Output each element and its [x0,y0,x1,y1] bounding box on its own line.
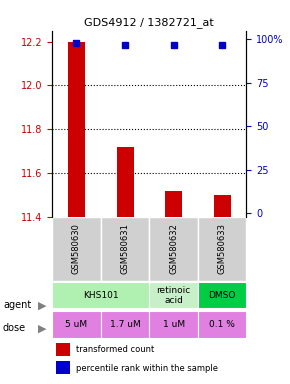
Text: GSM580632: GSM580632 [169,223,178,274]
Bar [56,361,70,374]
FancyBboxPatch shape [198,282,246,308]
Text: 0.1 %: 0.1 % [209,320,235,329]
FancyBboxPatch shape [198,217,246,281]
FancyBboxPatch shape [101,217,149,281]
Text: GSM580630: GSM580630 [72,223,81,274]
Text: 1.7 uM: 1.7 uM [110,320,140,329]
Bar [68,42,85,217]
Text: ▶: ▶ [38,300,46,310]
Bar [214,195,231,217]
FancyBboxPatch shape [52,311,101,338]
Text: transformed count: transformed count [75,345,154,354]
FancyBboxPatch shape [149,311,198,338]
FancyBboxPatch shape [198,311,246,338]
FancyBboxPatch shape [149,217,198,281]
FancyBboxPatch shape [149,282,198,308]
Text: GSM580633: GSM580633 [218,223,227,274]
Text: agent: agent [3,300,31,310]
Text: DMSO: DMSO [209,291,236,300]
Text: KHS101: KHS101 [83,291,119,300]
Bar [165,190,182,217]
FancyBboxPatch shape [52,217,101,281]
Text: retinoic
acid: retinoic acid [157,286,191,305]
Title: GDS4912 / 1382721_at: GDS4912 / 1382721_at [84,17,214,28]
Bar [117,147,134,217]
Text: ▶: ▶ [38,323,46,333]
FancyBboxPatch shape [52,282,149,308]
Text: GSM580631: GSM580631 [121,223,130,274]
Text: percentile rank within the sample: percentile rank within the sample [75,364,218,372]
Bar [56,343,70,356]
Text: 5 uM: 5 uM [66,320,88,329]
FancyBboxPatch shape [101,311,149,338]
Text: 1 uM: 1 uM [163,320,185,329]
Text: dose: dose [3,323,26,333]
